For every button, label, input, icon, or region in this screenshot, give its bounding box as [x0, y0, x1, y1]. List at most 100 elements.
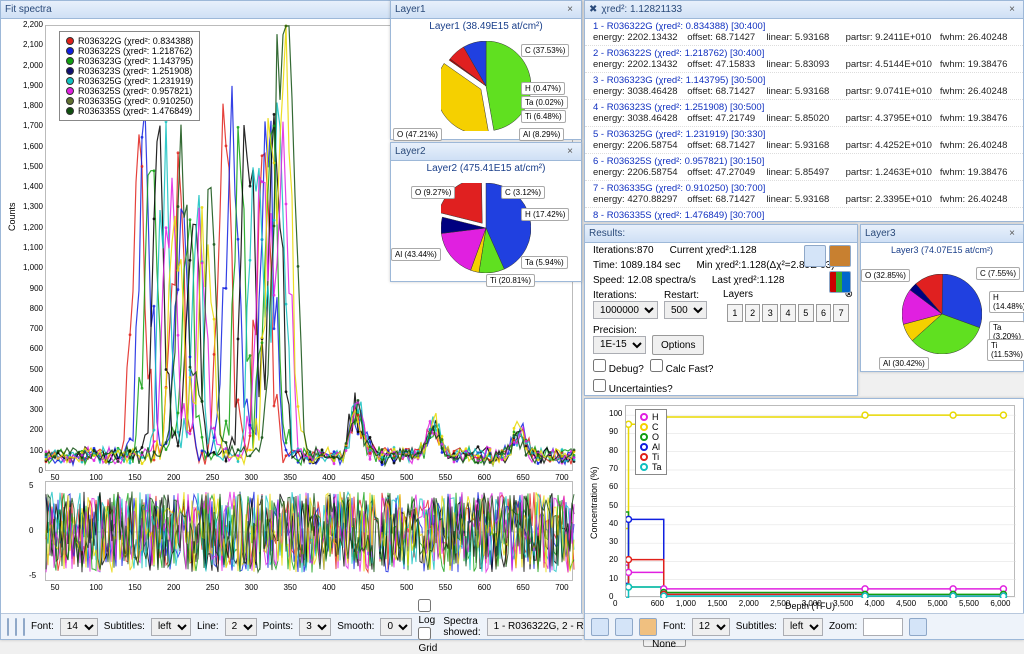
- fit-entry[interactable]: 5 - R036325G (χred²: 1.231919) [30:330]e…: [585, 127, 1023, 154]
- ytick: 1,700: [15, 121, 43, 130]
- layer2-titlebar[interactable]: Layer2×: [391, 143, 581, 161]
- font-select[interactable]: 14: [60, 618, 98, 636]
- palette-icon[interactable]: [829, 245, 851, 267]
- xred-titlebar[interactable]: ✖χred²: 1.12821133×: [585, 1, 1023, 19]
- ytick: 100: [609, 409, 622, 418]
- pie-label: Ti (6.48%): [521, 110, 566, 123]
- xtick: 500: [400, 583, 413, 592]
- ytick: 2,200: [15, 20, 43, 29]
- results-titlebar[interactable]: Results:: [585, 225, 857, 243]
- layer-tab[interactable]: 7: [833, 304, 849, 322]
- legend-item: O: [640, 432, 662, 442]
- fit-entry[interactable]: 6 - R036325S (χred²: 0.957821) [30:150]e…: [585, 154, 1023, 181]
- layer3-header: Layer3 (74.07E15 at/cm²): [861, 245, 1023, 255]
- iterations-select[interactable]: 1000000: [593, 301, 658, 319]
- tool-icon[interactable]: [639, 618, 657, 636]
- spectra-legend: R036322G (χred²: 0.834388)R036322S (χred…: [59, 31, 200, 121]
- tool-icon[interactable]: [615, 618, 633, 636]
- legend-item: Al: [640, 442, 662, 452]
- xtick: 200: [167, 583, 180, 592]
- xred-list[interactable]: 1 - R036322G (χred²: 0.834388) [30:400]e…: [585, 19, 1023, 221]
- calcfast-checkbox[interactable]: Calc Fast?: [650, 359, 714, 375]
- zoom-icon[interactable]: [909, 618, 927, 636]
- depth-legend: HCOAlTiTa: [635, 409, 667, 475]
- close-icon[interactable]: ×: [1005, 3, 1019, 17]
- layer-tab[interactable]: 3: [762, 304, 778, 322]
- histogram-icon[interactable]: [829, 271, 851, 293]
- options-button[interactable]: Options: [652, 335, 704, 355]
- xtick: 1,000: [676, 599, 696, 608]
- layer-tab[interactable]: 5: [798, 304, 814, 322]
- pie-label: Ti (11.53%): [987, 339, 1024, 361]
- ytick: 1,200: [15, 223, 43, 232]
- pie-label: H (17.42%): [521, 208, 569, 221]
- zoom-input[interactable]: [863, 618, 903, 636]
- fit-entry[interactable]: 7 - R036335G (χred²: 0.910250) [30:700]e…: [585, 181, 1023, 208]
- depth-plot: [626, 406, 1016, 598]
- xtick: 550: [439, 583, 452, 592]
- layer-tab[interactable]: 2: [745, 304, 761, 322]
- precision-select[interactable]: 1E-15: [593, 336, 646, 354]
- log-checkbox[interactable]: Log: [418, 599, 437, 626]
- points-label: Points:: [263, 621, 294, 632]
- tool-icon[interactable]: [23, 618, 25, 636]
- xtick: 4,000: [865, 599, 885, 608]
- xtick: 400: [322, 583, 335, 592]
- smooth-select[interactable]: 0: [380, 618, 412, 636]
- ytick: 50: [609, 501, 618, 510]
- xtick: 0: [613, 599, 617, 608]
- ytick: 600: [15, 344, 43, 353]
- pie-label: Al (30.42%): [879, 357, 929, 370]
- tool-icon[interactable]: [591, 618, 609, 636]
- subtitles-select[interactable]: left: [151, 618, 191, 636]
- ytick: 400: [15, 385, 43, 394]
- fit-entry[interactable]: 2 - R036322S (χred²: 1.218762) [30:400]e…: [585, 46, 1023, 73]
- debug-checkbox[interactable]: Debug?: [593, 359, 644, 375]
- depth-font-select[interactable]: 12: [692, 618, 730, 636]
- close-icon[interactable]: ×: [1005, 227, 1019, 241]
- ytick: 0: [15, 466, 43, 475]
- layer2-panel: Layer2× Layer2 (475.41E15 at/cm²) O (9.2…: [390, 142, 582, 282]
- fit-entry[interactable]: 1 - R036322G (χred²: 0.834388) [30:400]e…: [585, 19, 1023, 46]
- ytick: 1,900: [15, 81, 43, 90]
- layer3-titlebar[interactable]: Layer3×: [861, 225, 1023, 243]
- depth-subt-select[interactable]: left: [783, 618, 823, 636]
- layer-tab[interactable]: 1: [727, 304, 743, 322]
- pie-label: Al (43.44%): [391, 248, 441, 261]
- tool-icon[interactable]: [7, 618, 9, 636]
- close-icon[interactable]: ×: [563, 3, 577, 17]
- fit-entry[interactable]: 4 - R036323S (χred²: 1.251908) [30:500]e…: [585, 100, 1023, 127]
- uncert-checkbox[interactable]: Uncertainties?: [593, 379, 673, 395]
- layer-tab[interactable]: 4: [780, 304, 796, 322]
- ytick: 1,300: [15, 202, 43, 211]
- points-select[interactable]: 3: [299, 618, 331, 636]
- legend-item: R036325G (χred²: 1.231919): [66, 76, 193, 86]
- results-row: Speed: 12.08 spectra/sLast χred²:1.128: [585, 273, 857, 288]
- depth-window: HCOAlTiTa Concentration (%) Depth (TFU) …: [584, 398, 1024, 640]
- xtick: 600: [478, 583, 491, 592]
- layer1-titlebar[interactable]: Layer1×: [391, 1, 581, 19]
- layer3-pie: O (32.85%)C (7.55%)H (14.48%)Ta (3.20%)T…: [861, 259, 1023, 369]
- ytick: 1,800: [15, 101, 43, 110]
- xtick: 300: [245, 583, 258, 592]
- tool-icon[interactable]: [15, 618, 17, 636]
- legend-item: R036323G (χred²: 1.143795): [66, 56, 193, 66]
- layer-tab[interactable]: 6: [816, 304, 832, 322]
- ytick: 1,000: [15, 263, 43, 272]
- legend-item: R036323S (χred²: 1.251908): [66, 66, 193, 76]
- wand-icon[interactable]: [804, 245, 826, 267]
- ytick: 2,100: [15, 40, 43, 49]
- xtick: 3,000: [802, 599, 822, 608]
- line-select[interactable]: 2: [225, 618, 257, 636]
- restart-select[interactable]: 500: [664, 301, 707, 319]
- ytick: 800: [15, 304, 43, 313]
- xtick: 150: [128, 583, 141, 592]
- grid-checkbox[interactable]: Grid: [418, 627, 437, 654]
- fit-entry[interactable]: 8 - R036335S (χred²: 1.476849) [30:700]e…: [585, 208, 1023, 221]
- xtick: 650: [516, 583, 529, 592]
- fit-entry[interactable]: 3 - R036323G (χred²: 1.143795) [30:500]e…: [585, 73, 1023, 100]
- residuals-plot: [46, 482, 574, 582]
- close-icon[interactable]: ×: [563, 145, 577, 159]
- legend-item: R036335G (χred²: 0.910250): [66, 96, 193, 106]
- ytick: 700: [15, 324, 43, 333]
